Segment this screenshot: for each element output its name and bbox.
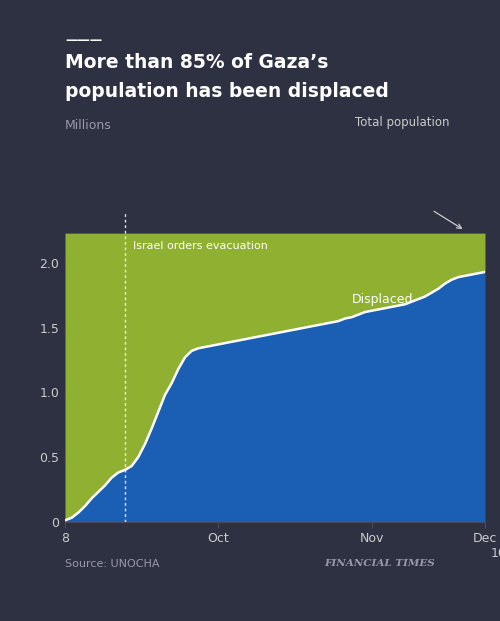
Text: population has been displaced: population has been displaced (65, 82, 389, 101)
Text: Israel orders evacuation: Israel orders evacuation (133, 241, 268, 251)
Text: Displaced: Displaced (352, 292, 413, 306)
Text: ———: ——— (65, 34, 102, 47)
Text: FINANCIAL TIMES: FINANCIAL TIMES (324, 559, 435, 568)
Text: More than 85% of Gaza’s: More than 85% of Gaza’s (65, 53, 328, 72)
Text: 10: 10 (490, 546, 500, 560)
Text: Source: UNOCHA: Source: UNOCHA (65, 559, 160, 569)
Text: Millions: Millions (65, 119, 112, 132)
Text: Total population: Total population (355, 116, 450, 129)
